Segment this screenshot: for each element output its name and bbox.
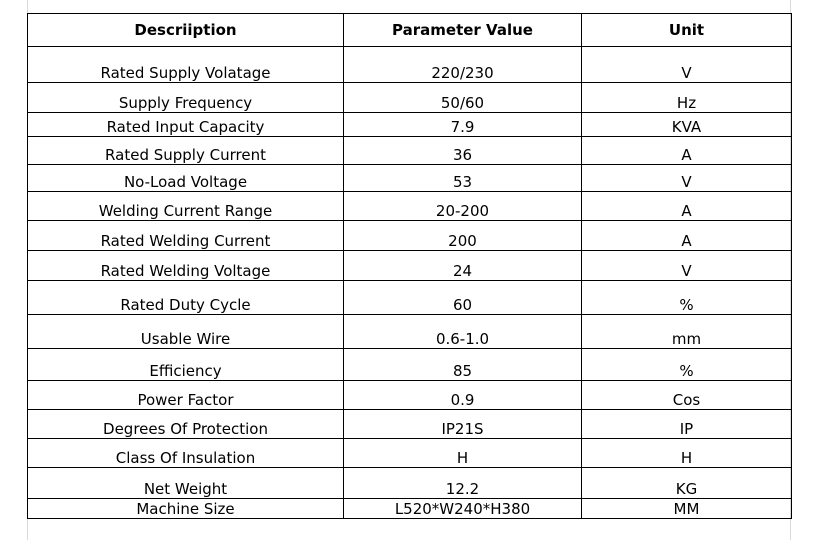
row-unit: Cos (581, 380, 792, 410)
row-value: 36 (343, 136, 582, 165)
row-description: Power Factor (27, 380, 344, 410)
row-value: 60 (343, 280, 582, 315)
row-unit: H (581, 438, 792, 468)
row-unit: KG (581, 467, 792, 499)
row-unit: MM (581, 498, 792, 519)
row-value: H (343, 438, 582, 468)
row-unit: IP (581, 409, 792, 439)
row-description: Usable Wire (27, 314, 344, 349)
table-row: Rated Welding Voltage 24 V (27, 250, 792, 281)
row-value: L520*W240*H380 (343, 498, 582, 519)
table-row: Machine Size L520*W240*H380 MM (27, 498, 792, 519)
row-value: 53 (343, 164, 582, 192)
row-unit: A (581, 191, 792, 221)
table-row: Efficiency 85 % (27, 348, 792, 381)
table-row: Supply Frequency 50/60 Hz (27, 82, 792, 113)
row-value: 24 (343, 250, 582, 281)
table-row: Net Weight 12.2 KG (27, 467, 792, 499)
row-description: Machine Size (27, 498, 344, 519)
table-row: Power Factor 0.9 Cos (27, 380, 792, 410)
table-row: Rated Input Capacity 7.9 KVA (27, 112, 792, 137)
row-value: 50/60 (343, 82, 582, 113)
row-description: Net Weight (27, 467, 344, 499)
table-row: Rated Supply Current 36 A (27, 136, 792, 165)
row-description: Degrees Of Protection (27, 409, 344, 439)
row-description: No-Load Voltage (27, 164, 344, 192)
row-description: Rated Welding Current (27, 220, 344, 251)
row-unit: % (581, 280, 792, 315)
row-description: Welding Current Range (27, 191, 344, 221)
table-row: Welding Current Range 20-200 A (27, 191, 792, 221)
header-parameter-value: Parameter Value (343, 13, 582, 47)
row-description: Rated Supply Current (27, 136, 344, 165)
table-row: Rated Duty Cycle 60 % (27, 280, 792, 315)
table-row: No-Load Voltage 53 V (27, 164, 792, 192)
row-description: Rated Duty Cycle (27, 280, 344, 315)
table-row: Rated Welding Current 200 A (27, 220, 792, 251)
row-value: 220/230 (343, 46, 582, 83)
row-value: 85 (343, 348, 582, 381)
row-value: 20-200 (343, 191, 582, 221)
row-description: Rated Supply Volatage (27, 46, 344, 83)
row-value: 7.9 (343, 112, 582, 137)
header-description: Descriiption (27, 13, 344, 47)
header-unit: Unit (581, 13, 792, 47)
table-row: Rated Supply Volatage 220/230 V (27, 46, 792, 83)
row-description: Rated Welding Voltage (27, 250, 344, 281)
row-value: IP21S (343, 409, 582, 439)
row-unit: % (581, 348, 792, 381)
row-value: 0.9 (343, 380, 582, 410)
row-description: Efficiency (27, 348, 344, 381)
row-value: 200 (343, 220, 582, 251)
row-unit: mm (581, 314, 792, 349)
row-description: Class Of Insulation (27, 438, 344, 468)
row-description: Supply Frequency (27, 82, 344, 113)
row-unit: V (581, 164, 792, 192)
row-unit: Hz (581, 82, 792, 113)
row-unit: A (581, 220, 792, 251)
table-row: Degrees Of Protection IP21S IP (27, 409, 792, 439)
row-value: 0.6-1.0 (343, 314, 582, 349)
row-unit: V (581, 250, 792, 281)
specification-table: Descriiption Parameter Value Unit Rated … (27, 13, 792, 519)
table-row: Usable Wire 0.6-1.0 mm (27, 314, 792, 349)
row-unit: V (581, 46, 792, 83)
row-unit: KVA (581, 112, 792, 137)
row-description: Rated Input Capacity (27, 112, 344, 137)
header-row: Descriiption Parameter Value Unit (27, 13, 792, 47)
row-unit: A (581, 136, 792, 165)
row-value: 12.2 (343, 467, 582, 499)
table-row: Class Of Insulation H H (27, 438, 792, 468)
